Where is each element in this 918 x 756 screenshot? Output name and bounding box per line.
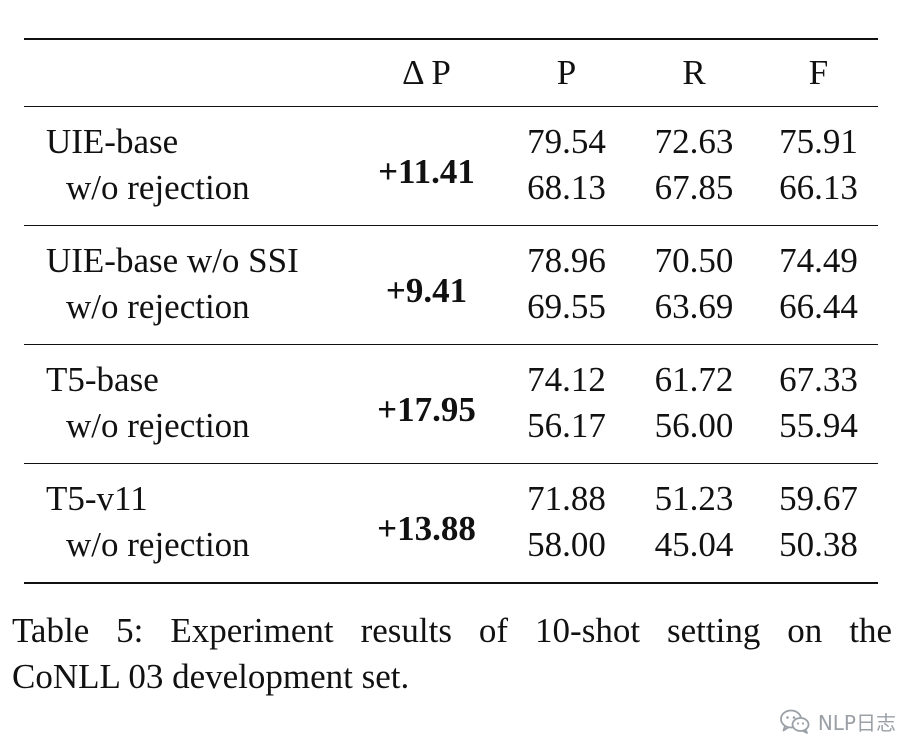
table-group-uie-base: UIE-base +11.41 79.54 72.63 75.91 w/o re… — [24, 107, 878, 226]
watermark: NLP日志 — [779, 707, 896, 736]
variant-name: w/o rejection — [66, 168, 250, 207]
table-group-t5-v11: T5-v11 +13.88 71.88 51.23 59.67 w/o reje… — [24, 464, 878, 583]
table-row: UIE-base +11.41 79.54 72.63 75.91 — [24, 107, 878, 191]
delta-p-value: +9.41 — [385, 271, 468, 310]
header-f: F — [808, 53, 829, 92]
table-row: w/o rejection 56.17 56.00 55.94 — [24, 403, 878, 464]
header-p: P — [556, 53, 577, 92]
p-value: 78.96 — [527, 241, 606, 280]
caption-line-1: Table 5: Experiment results of 10-shot s… — [12, 611, 892, 650]
variant-name: w/o rejection — [66, 287, 250, 326]
model-name: T5-v11 — [46, 479, 148, 518]
f-value: 59.67 — [779, 479, 858, 518]
p-value: 69.55 — [527, 287, 606, 326]
p-value: 68.13 — [527, 168, 606, 207]
delta-p-value: +13.88 — [377, 509, 476, 548]
wechat-icon — [779, 709, 810, 734]
p-value: 79.54 — [527, 122, 606, 161]
r-value: 45.04 — [654, 525, 734, 564]
header-delta-p: Δ P — [402, 53, 451, 92]
watermark-text: NLP日志 — [817, 711, 896, 735]
f-value: 50.38 — [779, 525, 858, 564]
p-value: 58.00 — [527, 525, 606, 564]
r-value: 56.00 — [654, 406, 734, 445]
p-value: 74.12 — [527, 360, 606, 399]
model-name: UIE-base — [46, 122, 179, 161]
r-value: 72.63 — [654, 122, 734, 161]
f-value: 74.49 — [779, 241, 858, 280]
f-value: 67.33 — [779, 360, 858, 399]
table-row: T5-v11 +13.88 71.88 51.23 59.67 — [24, 464, 878, 548]
delta-p-value: +17.95 — [377, 390, 476, 429]
p-value: 71.88 — [527, 479, 606, 518]
delta-p-value: +11.41 — [378, 152, 475, 191]
table-caption: Table 5: Experiment results of 10-shot s… — [12, 608, 892, 700]
r-value: 63.69 — [654, 287, 734, 326]
p-value: 56.17 — [527, 406, 606, 445]
table-row: w/o rejection 58.00 45.04 50.38 — [24, 522, 878, 583]
table-group-uie-base-wo-ssi: UIE-base w/o SSI +9.41 78.96 70.50 74.49… — [24, 226, 878, 345]
r-value: 67.85 — [654, 168, 734, 207]
f-value: 66.44 — [779, 287, 858, 326]
table-row: w/o rejection 69.55 63.69 66.44 — [24, 284, 878, 345]
f-value: 66.13 — [779, 168, 858, 207]
variant-name: w/o rejection — [66, 406, 250, 445]
caption-line-2: CoNLL 03 development set. — [12, 657, 410, 696]
table-header-row: Δ P P R F — [24, 39, 878, 107]
header-model — [24, 39, 349, 107]
r-value: 61.72 — [654, 360, 734, 399]
r-value: 70.50 — [654, 241, 734, 280]
table-row: w/o rejection 68.13 67.85 66.13 — [24, 165, 878, 226]
header-r: R — [682, 53, 706, 92]
f-value: 55.94 — [779, 406, 858, 445]
table-row: UIE-base w/o SSI +9.41 78.96 70.50 74.49 — [24, 226, 878, 310]
table-row: T5-base +17.95 74.12 61.72 67.33 — [24, 345, 878, 429]
results-table-container: Δ P P R F UIE-base +11.41 79.54 72.63 75… — [24, 38, 878, 584]
model-name: T5-base — [46, 360, 159, 399]
model-name: UIE-base w/o SSI — [46, 241, 299, 280]
r-value: 51.23 — [654, 479, 734, 518]
results-table: Δ P P R F UIE-base +11.41 79.54 72.63 75… — [24, 38, 878, 584]
f-value: 75.91 — [779, 122, 858, 161]
variant-name: w/o rejection — [66, 525, 250, 564]
table-group-t5-base: T5-base +17.95 74.12 61.72 67.33 w/o rej… — [24, 345, 878, 464]
